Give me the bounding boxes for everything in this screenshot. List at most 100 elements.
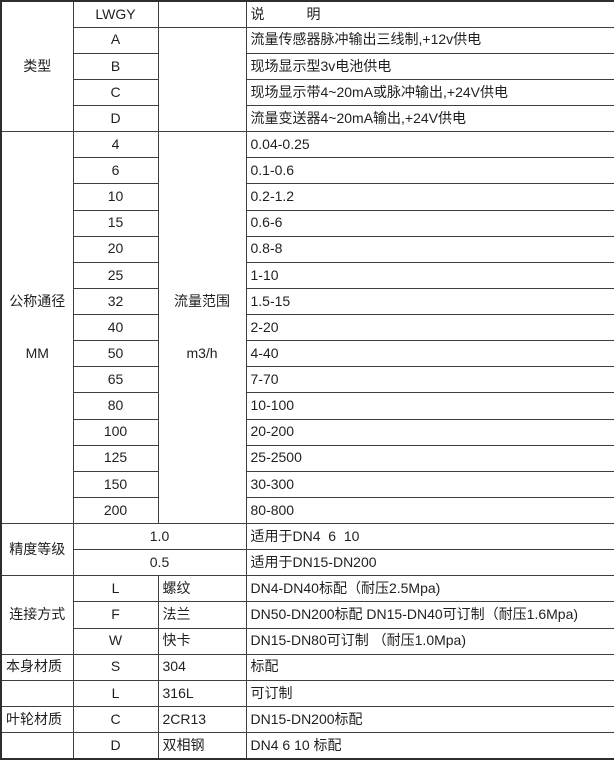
accuracy-section-label: 精度等级: [0, 522, 74, 577]
dn-value-cell: 10: [72, 183, 159, 211]
type-code-cell: D: [72, 104, 159, 133]
impeller-material-desc-cell: DN4 6 10 标配: [245, 732, 614, 760]
flow-range-cell: 0.6-6: [245, 209, 614, 237]
body-material-section-label: 本身材质: [0, 653, 74, 681]
empty-cell: [0, 679, 74, 707]
dn-value-cell: 200: [72, 496, 159, 525]
flow-range-label: 流量范围 m3/h: [157, 131, 247, 524]
table-row: 本身材质 S 304 标配: [0, 653, 614, 681]
table-row: A 流量传感器脉冲输出三线制,+12v供电: [1, 26, 614, 133]
empty-cell: [0, 732, 74, 760]
dn-value-cell: 100: [72, 418, 159, 446]
connection-name-cell: 螺纹: [157, 575, 247, 603]
type-desc-cell: 流量变送器4~20mA输出,+24V供电: [245, 104, 614, 133]
table-row: 200 80-800: [1, 496, 614, 525]
type-desc-cell: 流量传感器脉冲输出三线制,+12v供电: [245, 26, 614, 54]
flow-label-line1: 流量范围: [174, 292, 230, 309]
connection-code-cell: F: [72, 601, 159, 629]
body-material-desc-cell: 可订制: [245, 679, 614, 707]
body-material-desc-cell: 标配: [245, 653, 614, 681]
table-row: 叶轮材质 C 2CR13 DN15-DN200标配: [0, 705, 614, 734]
table-row: 6 0.1-0.6: [1, 157, 614, 185]
flow-range-cell: 25-2500: [245, 444, 614, 472]
table-row: 50 4-40: [1, 340, 614, 368]
type-code-cell: C: [72, 78, 159, 107]
table-row: 25 1-10: [1, 261, 614, 289]
impeller-material-code-cell: C: [72, 705, 159, 734]
accuracy-desc-cell: 适用于DN15-DN200: [245, 549, 614, 577]
flow-range-cell: 30-300: [245, 470, 614, 498]
accuracy-grade-cell: 1.0: [72, 522, 247, 551]
impeller-material-desc-cell: DN15-DN200标配: [245, 705, 614, 734]
table-row: C 现场显示带4~20mA或脉冲输出,+24V供电: [1, 78, 614, 107]
dn-value-cell: 32: [72, 287, 159, 316]
body-material-code-cell: S: [72, 653, 159, 681]
dn-value-cell: 80: [72, 392, 159, 420]
table-row: 32 1.5-15: [1, 287, 614, 316]
connection-desc-cell: DN4-DN40标配（耐压2.5Mpa): [245, 575, 614, 603]
dn-value-cell: 40: [72, 313, 159, 342]
table-row: 20 0.8-8: [1, 235, 614, 263]
impeller-material-section-label: 叶轮材质: [0, 705, 74, 734]
flow-range-cell: 0.1-0.6: [245, 157, 614, 185]
flow-range-cell: 10-100: [245, 392, 614, 420]
table-row: F 法兰 DN50-DN200标配 DN15-DN40可订制（耐压1.6Mpa): [1, 601, 614, 629]
impeller-material-name-cell: 2CR13: [157, 705, 247, 734]
flow-range-cell: 20-200: [245, 418, 614, 446]
desc-header-cell: 说 明: [245, 0, 614, 28]
table-row: 公称通径 MM 4 流量范围 m3/h 0.04-0.25: [0, 131, 614, 524]
dn-value-cell: 15: [72, 209, 159, 237]
body-material-name-cell: 304: [157, 653, 247, 681]
table-row: 80 10-100: [1, 392, 614, 420]
flow-range-cell: 0.8-8: [245, 235, 614, 263]
flow-range-cell: 80-800: [245, 496, 614, 525]
dn-value-cell: 4: [72, 131, 159, 159]
dn-value-cell: 65: [72, 366, 159, 394]
table-row: 100 20-200: [1, 418, 614, 446]
flow-label-line2: m3/h: [186, 345, 218, 362]
body-material-code-cell: L: [72, 679, 159, 707]
table-row: 40 2-20: [1, 313, 614, 342]
type-code-cell: B: [72, 52, 159, 80]
type-desc-cell: 现场显示带4~20mA或脉冲输出,+24V供电: [245, 78, 614, 107]
table-row: L 316L 可订制: [0, 679, 614, 707]
dn-value-cell: 150: [72, 470, 159, 498]
impeller-material-name-cell: 双相钢: [157, 732, 247, 760]
empty-cell: [157, 0, 247, 28]
flow-range-cell: 2-20: [245, 313, 614, 342]
table-row: B 现场显示型3v电池供电: [1, 52, 614, 80]
table-row: 125 25-2500: [1, 444, 614, 472]
table-row: 精度等级 1.0 适用于DN4 6 10: [0, 522, 614, 577]
table-row: W 快卡 DN15-DN80可订制 （耐压1.0Mpa): [1, 627, 614, 655]
dn-value-cell: 125: [72, 444, 159, 472]
flow-range-cell: 4-40: [245, 340, 614, 368]
flow-range-cell: 1-10: [245, 261, 614, 289]
impeller-material-code-cell: D: [72, 732, 159, 760]
connection-desc-cell: DN50-DN200标配 DN15-DN40可订制（耐压1.6Mpa): [245, 601, 614, 629]
flow-range-cell: 0.04-0.25: [245, 131, 614, 159]
table-row: 150 30-300: [1, 470, 614, 498]
dn-value-cell: 25: [72, 261, 159, 289]
diameter-label-line2: MM: [25, 345, 49, 362]
dn-value-cell: 50: [72, 340, 159, 368]
accuracy-desc-cell: 适用于DN4 6 10: [245, 522, 614, 551]
connection-name-cell: 法兰: [157, 601, 247, 629]
connection-code-cell: L: [72, 575, 159, 603]
table-row: 连接方式 L 螺纹 DN4-DN40标配（耐压2.5Mpa): [0, 575, 614, 655]
type-desc-cell: 现场显示型3v电池供电: [245, 52, 614, 80]
connection-desc-cell: DN15-DN80可订制 （耐压1.0Mpa): [245, 627, 614, 655]
table-row: 10 0.2-1.2: [1, 183, 614, 211]
diameter-section-label: 公称通径 MM: [0, 131, 74, 524]
table-row: D 流量变送器4~20mA输出,+24V供电: [1, 104, 614, 133]
body-material-name-cell: 316L: [157, 679, 247, 707]
table-row: 类型 LWGY 说 明: [0, 0, 614, 133]
flow-range-cell: 0.2-1.2: [245, 183, 614, 211]
table-row: 15 0.6-6: [1, 209, 614, 237]
connection-code-cell: W: [72, 627, 159, 655]
table-row: 65 7-70: [1, 366, 614, 394]
dn-value-cell: 20: [72, 235, 159, 263]
dn-value-cell: 6: [72, 157, 159, 185]
connection-section-label: 连接方式: [0, 575, 74, 655]
type-code-cell: A: [72, 26, 159, 54]
